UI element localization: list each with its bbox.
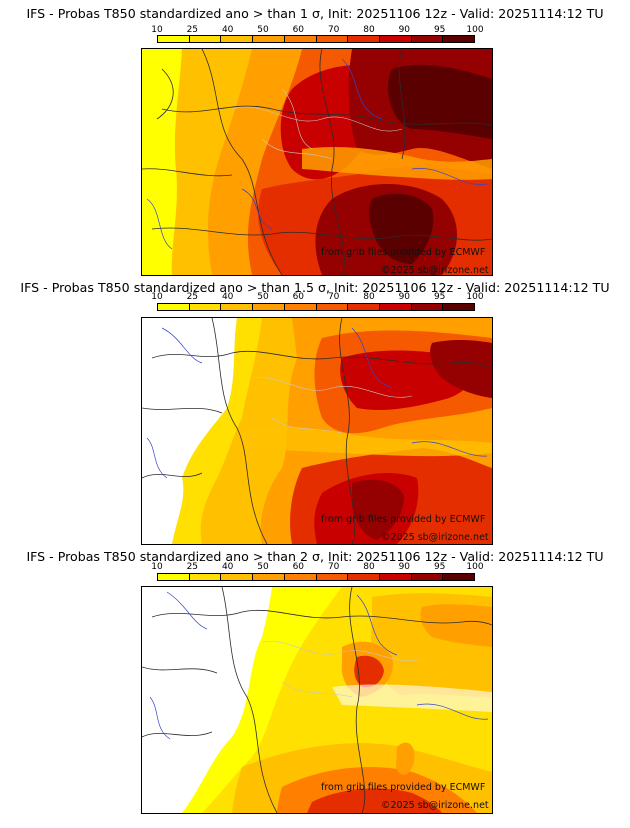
colorbar-ticks: 10 25 40 50 60 70 80 90 95 100 (151, 25, 483, 35)
colorbar-swatch (158, 304, 190, 310)
colorbar-swatch (316, 36, 349, 42)
tick-label: 70 (327, 562, 340, 572)
credit-copyright: ©2025 sb@irizone.net (381, 800, 489, 811)
colorbar-swatch (411, 304, 444, 310)
probability-map (141, 48, 493, 276)
colorbar (157, 573, 475, 581)
colorbar-swatch (443, 574, 475, 580)
panel-2sigma: IFS - Probas T850 standardized ano > tha… (0, 546, 630, 828)
tick-label: 40 (221, 562, 234, 572)
tick-label: 80 (363, 292, 375, 302)
colorbar-swatch (189, 304, 222, 310)
colorbar-swatch (411, 36, 444, 42)
colorbar (157, 303, 475, 311)
colorbar-swatch (253, 574, 285, 580)
colorbar-swatch (284, 574, 317, 580)
panel-1sigma: IFS - Probas T850 standardized ano > tha… (0, 0, 630, 276)
tick-label: 10 (151, 292, 163, 302)
colorbar-swatch (221, 304, 254, 310)
tick-label: 100 (466, 562, 484, 572)
tick-label: 60 (292, 25, 305, 35)
colorbar-swatch (284, 304, 317, 310)
credit-copyright: ©2025 sb@irizone.net (381, 532, 489, 543)
colorbar-swatch (221, 36, 254, 42)
colorbar-swatch (316, 304, 349, 310)
tick-label: 100 (466, 25, 484, 35)
tick-label: 80 (363, 25, 375, 35)
colorbar-swatch (348, 36, 380, 42)
colorbar-swatch (316, 574, 349, 580)
panel-title: IFS - Probas T850 standardized ano > tha… (26, 6, 604, 21)
tick-label: 70 (327, 25, 340, 35)
tick-label: 95 (433, 25, 446, 35)
tick-label: 10 (151, 562, 163, 572)
credit-ecmwf: from grib files provided by ECMWF (321, 782, 486, 793)
colorbar-swatch (443, 304, 475, 310)
panel-title: IFS - Probas T850 standardized ano > tha… (20, 280, 610, 295)
colorbar-swatch (284, 36, 317, 42)
tick-label: 40 (221, 292, 234, 302)
tick-label: 90 (398, 25, 411, 35)
tick-label: 50 (257, 25, 269, 35)
colorbar-swatch (411, 574, 444, 580)
colorbar-swatch (348, 304, 380, 310)
credit-ecmwf: from grib files provided by ECMWF (321, 247, 486, 258)
tick-label: 25 (186, 562, 199, 572)
tick-label: 25 (186, 25, 199, 35)
colorbar-swatch (348, 574, 380, 580)
colorbar-swatch (221, 574, 254, 580)
tick-label: 95 (433, 292, 446, 302)
tick-label: 10 (151, 25, 163, 35)
tick-label: 60 (292, 562, 305, 572)
tick-label: 90 (398, 562, 411, 572)
probability-map (141, 586, 493, 814)
colorbar-swatch (379, 304, 412, 310)
colorbar-swatch (253, 36, 285, 42)
colorbar-swatch (379, 574, 412, 580)
tick-label: 50 (257, 292, 269, 302)
tick-label: 50 (257, 562, 269, 572)
panel-title: IFS - Probas T850 standardized ano > tha… (26, 549, 604, 564)
credit-ecmwf: from grib files provided by ECMWF (321, 514, 486, 525)
colorbar-swatch (189, 574, 222, 580)
tick-label: 90 (398, 292, 411, 302)
colorbar-swatch (443, 36, 475, 42)
colorbar-swatch (189, 36, 222, 42)
tick-label: 80 (363, 562, 375, 572)
tick-label: 100 (466, 292, 484, 302)
probability-map (141, 317, 493, 545)
colorbar (157, 35, 475, 43)
tick-label: 25 (186, 292, 199, 302)
colorbar-ticks: 10 25 40 50 60 70 80 90 95 100 (151, 562, 483, 572)
colorbar-swatch (158, 36, 190, 42)
colorbar-swatch (158, 574, 190, 580)
tick-label: 95 (433, 562, 446, 572)
colorbar-swatch (253, 304, 285, 310)
tick-label: 40 (221, 25, 234, 35)
tick-label: 60 (292, 292, 305, 302)
credit-copyright: ©2025 sb@irizone.net (381, 265, 489, 276)
colorbar-swatch (379, 36, 412, 42)
panel-1-5sigma: IFS - Probas T850 standardized ano > tha… (0, 276, 630, 546)
tick-label: 70 (327, 292, 340, 302)
colorbar-ticks: 10 25 40 50 60 70 80 90 95 100 (151, 292, 483, 302)
